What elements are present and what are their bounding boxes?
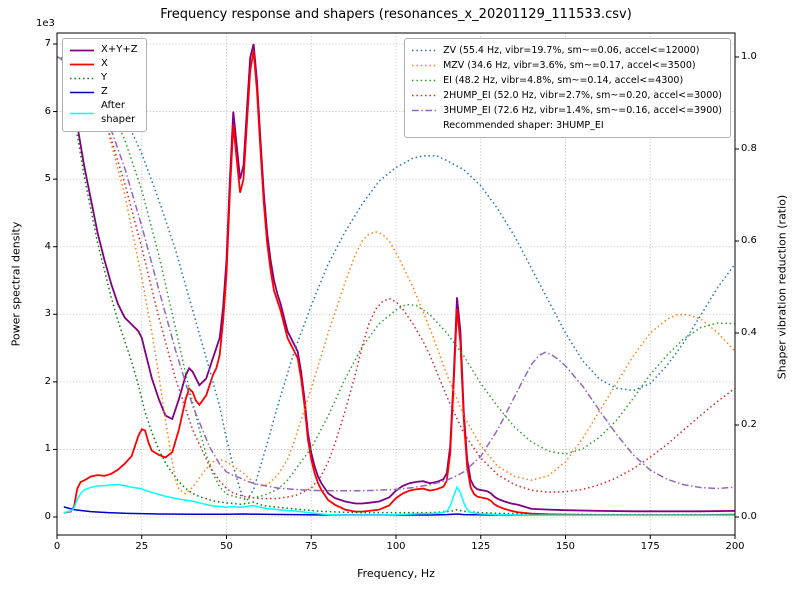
x-tick-label: 50 xyxy=(220,541,233,552)
series-line-x-plus-y-plus-z xyxy=(62,43,735,513)
legend-entry: After shaper xyxy=(69,99,138,127)
legend-entry-label: Y xyxy=(101,72,108,83)
legend-entry: ZV (55.4 Hz, vibr=19.7%, sm~=0.06, accel… xyxy=(411,43,722,58)
legend-entry: X+Y+Z xyxy=(69,43,138,57)
series-line-zv xyxy=(57,56,735,502)
y-left-tick-label: 1 xyxy=(44,443,51,455)
legend-sample-line xyxy=(412,94,437,97)
legend-sample-line xyxy=(412,49,437,52)
legend-entry-label: 2HUMP_EI (52.0 Hz, vibr=2.7%, sm~=0.20, … xyxy=(443,90,722,101)
y-right-tick-label: 0.8 xyxy=(741,143,757,154)
y-left-tick-label: 4 xyxy=(44,240,51,252)
legend-sample-line xyxy=(412,109,437,112)
y-left-offset-label: 1e3 xyxy=(36,18,55,29)
legend-entry: Y xyxy=(69,71,138,85)
legend-sample-line xyxy=(70,49,94,51)
x-tick-label: 100 xyxy=(386,541,406,552)
y-left-tick-label: 6 xyxy=(44,105,51,117)
series-line-mzv xyxy=(57,56,735,495)
y-left-tick-label: 3 xyxy=(44,308,51,320)
legend-left: X+Y+Z X Y Z After shaper xyxy=(62,38,147,132)
x-tick-label: 75 xyxy=(304,541,318,552)
legend-entry-label: MZV (34.6 Hz, vibr=3.6%, sm~=0.17, accel… xyxy=(443,60,696,71)
y-right-tick-label: 0.0 xyxy=(741,511,757,522)
series-line-3hump-ei xyxy=(57,56,735,492)
legend-sample-line xyxy=(70,91,94,93)
legend-entry-label: After shaper xyxy=(101,100,136,125)
legend-entry: Z xyxy=(69,85,138,99)
legend-entry: 2HUMP_EI (52.0 Hz, vibr=2.7%, sm~=0.20, … xyxy=(411,88,722,103)
y-left-tick-label: 2 xyxy=(44,375,51,387)
series-line-x xyxy=(63,50,735,516)
y-right-tick-label: 1.0 xyxy=(741,51,757,62)
legend-sample-line xyxy=(70,63,94,65)
y-right-tick-label: 0.4 xyxy=(741,327,757,338)
legend-entry: X xyxy=(69,57,138,71)
x-tick-label: 200 xyxy=(725,541,745,552)
legend-entry-label: Z xyxy=(101,86,108,97)
x-tick-label: 0 xyxy=(53,541,61,552)
y-left-tick-label: 5 xyxy=(44,173,51,185)
x-tick-label: 125 xyxy=(471,541,491,552)
legend-entry: MZV (34.6 Hz, vibr=3.6%, sm~=0.17, accel… xyxy=(411,58,722,73)
y-left-tick-label: 0 xyxy=(44,511,51,522)
legend-sample-line xyxy=(412,64,437,67)
x-tick-label: 150 xyxy=(555,541,576,552)
legend-entry: 3HUMP_EI (72.6 Hz, vibr=1.4%, sm~=0.16, … xyxy=(411,103,722,118)
series-line-2hump-ei xyxy=(57,56,735,500)
legend-sample-line xyxy=(70,77,94,79)
x-axis-label: Frequency, Hz xyxy=(357,567,435,580)
y-right-tick-label: 0.2 xyxy=(741,419,757,430)
x-tick-label: 25 xyxy=(135,541,149,552)
legend-right: ZV (55.4 Hz, vibr=19.7%, sm~=0.06, accel… xyxy=(404,38,731,138)
chart-title: Frequency response and shapers (resonanc… xyxy=(160,7,632,22)
legend-entry: EI (48.2 Hz, vibr=4.8%, sm~=0.14, accel<… xyxy=(411,73,722,88)
legend-entry-label: 3HUMP_EI (72.6 Hz, vibr=1.4%, sm~=0.16, … xyxy=(443,105,722,116)
y-left-tick-label: 7 xyxy=(44,38,51,49)
legend-entry-label: EI (48.2 Hz, vibr=4.8%, sm~=0.14, accel<… xyxy=(443,75,684,86)
recommended-shaper-note: Recommended shaper: 3HUMP_EI xyxy=(443,120,604,131)
legend-entry-label: X xyxy=(101,58,108,69)
y-right-tick-label: 0.6 xyxy=(741,235,757,246)
legend-sample-line xyxy=(70,112,94,114)
legend-entry-label: ZV (55.4 Hz, vibr=19.7%, sm~=0.06, accel… xyxy=(443,45,700,56)
x-tick-label: 175 xyxy=(640,541,660,552)
legend-entry-label: X+Y+Z xyxy=(101,44,138,55)
series-line-y xyxy=(63,70,735,516)
series-line-after-shaper xyxy=(63,483,735,517)
legend-sample-line xyxy=(412,79,437,82)
y-right-axis-label: Shaper vibration reduction (ratio) xyxy=(775,194,789,380)
